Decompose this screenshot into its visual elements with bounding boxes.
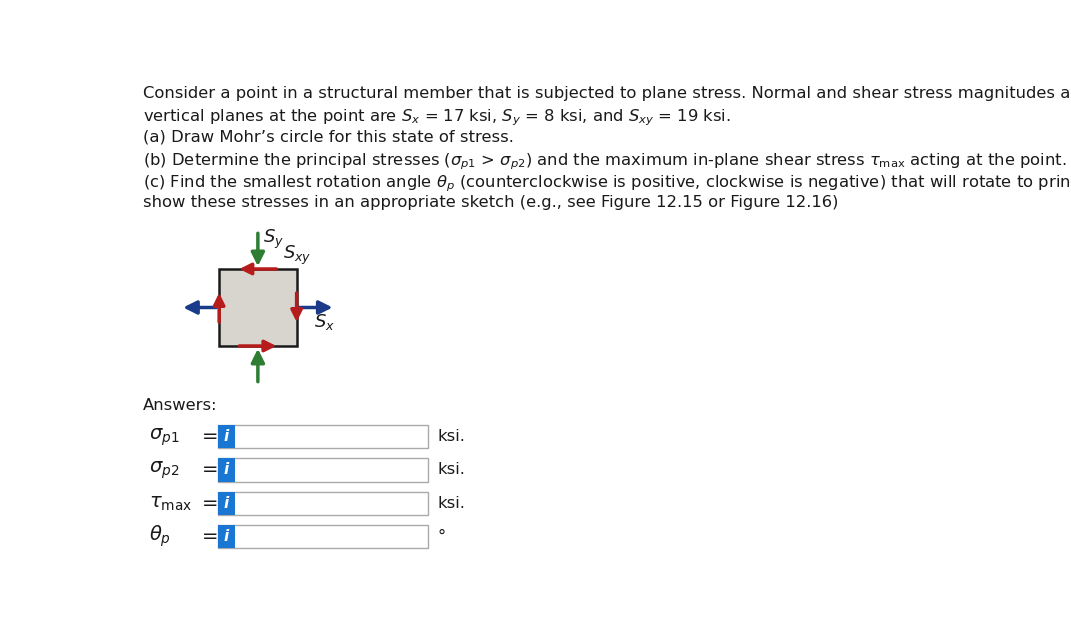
Bar <box>217 458 428 481</box>
Text: (c) Find the smallest rotation angle $\theta_p$ (counterclockwise is positive, c: (c) Find the smallest rotation angle $\t… <box>144 174 1071 194</box>
Text: $S_{xy}$: $S_{xy}$ <box>283 244 312 267</box>
Text: i: i <box>224 495 229 510</box>
Bar <box>217 524 235 548</box>
Bar <box>220 269 297 346</box>
Text: =: = <box>202 527 218 546</box>
Text: i: i <box>224 529 229 544</box>
Bar <box>217 425 235 449</box>
Text: Answers:: Answers: <box>144 398 217 413</box>
Text: =: = <box>202 427 218 446</box>
Text: (a) Draw Mohr’s circle for this state of stress.: (a) Draw Mohr’s circle for this state of… <box>144 129 514 144</box>
Text: $\theta_p$: $\theta_p$ <box>149 524 171 549</box>
Text: $\sigma_{p2}$: $\sigma_{p2}$ <box>149 459 180 481</box>
Text: $\sigma_{p1}$: $\sigma_{p1}$ <box>149 426 180 447</box>
Text: (b) Determine the principal stresses ($\sigma_{p1}$ > $\sigma_{p2}$) and the max: (b) Determine the principal stresses ($\… <box>144 151 1067 172</box>
Text: ksi.: ksi. <box>438 495 466 510</box>
Text: Consider a point in a structural member that is subjected to plane stress. Norma: Consider a point in a structural member … <box>144 86 1071 101</box>
Text: ksi.: ksi. <box>438 463 466 478</box>
Text: $S_y$: $S_y$ <box>262 227 284 251</box>
Text: ksi.: ksi. <box>438 429 466 444</box>
Bar <box>217 524 428 548</box>
Text: $\tau_{\mathrm{max}}$: $\tau_{\mathrm{max}}$ <box>149 493 193 512</box>
Text: =: = <box>202 461 218 480</box>
Bar <box>217 458 235 481</box>
Bar <box>217 425 428 449</box>
Bar <box>217 492 235 515</box>
Text: vertical planes at the point are $S_x$ = 17 ksi, $S_y$ = 8 ksi, and $S_{xy}$ = 1: vertical planes at the point are $S_x$ =… <box>144 108 731 128</box>
Text: i: i <box>224 429 229 444</box>
Bar <box>217 492 428 515</box>
Text: =: = <box>202 493 218 512</box>
Text: show these stresses in an appropriate sketch (e.g., see Figure 12.15 or Figure 1: show these stresses in an appropriate sk… <box>144 196 839 211</box>
Text: i: i <box>224 463 229 478</box>
Text: $S_x$: $S_x$ <box>314 312 335 332</box>
Text: °: ° <box>438 529 446 544</box>
